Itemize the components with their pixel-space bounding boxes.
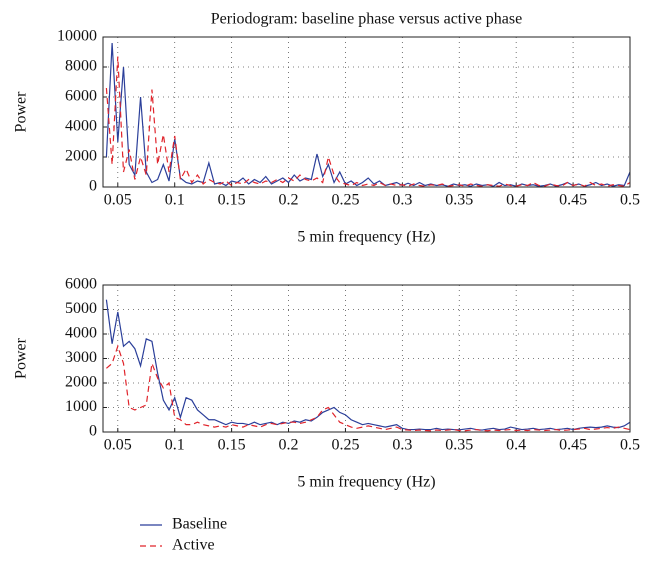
y-axis-label: Power xyxy=(13,91,30,133)
series-line xyxy=(105,299,631,431)
y-tick-label: 2000 xyxy=(65,148,97,165)
y-tick-label: 6000 xyxy=(65,276,97,293)
x-tick-label: 0.15 xyxy=(218,437,246,454)
x-tick-label: 0.35 xyxy=(445,437,473,454)
chart-title: Periodogram: baseline phase versus activ… xyxy=(211,11,522,28)
y-tick-label: 4000 xyxy=(65,118,97,135)
y-tick-label: 3000 xyxy=(65,349,97,366)
x-tick-label: 0.25 xyxy=(331,437,359,454)
x-tick-label: 0.35 xyxy=(445,192,473,209)
x-tick-label: 0.45 xyxy=(559,437,587,454)
x-tick-label: 0.05 xyxy=(104,192,132,209)
x-tick-label: 0.25 xyxy=(331,192,359,209)
y-tick-label: 2000 xyxy=(65,374,97,391)
x-tick-label: 0.2 xyxy=(279,192,299,209)
legend-label: Baseline xyxy=(172,516,227,533)
series-line xyxy=(105,56,631,187)
x-tick-label: 0.1 xyxy=(165,192,185,209)
y-tick-label: 10000 xyxy=(57,28,97,45)
y-axis-label: Power xyxy=(13,337,30,379)
y-tick-label: 4000 xyxy=(65,325,97,342)
x-tick-label: 0.3 xyxy=(392,192,412,209)
x-tick-label: 0.3 xyxy=(392,437,412,454)
y-tick-label: 0 xyxy=(89,178,97,195)
x-tick-label: 0.45 xyxy=(559,192,587,209)
plot-frame xyxy=(102,284,631,433)
x-tick-label: 0.4 xyxy=(506,192,526,209)
x-tick-label: 0.4 xyxy=(506,437,526,454)
x-tick-label: 0.05 xyxy=(104,437,132,454)
y-tick-label: 6000 xyxy=(65,88,97,105)
x-tick-label: 0.15 xyxy=(218,192,246,209)
x-tick-label: 0.1 xyxy=(165,437,185,454)
series-line xyxy=(106,344,631,432)
y-tick-label: 0 xyxy=(89,423,97,440)
y-tick-label: 8000 xyxy=(65,58,97,75)
series-line xyxy=(105,42,631,187)
x-tick-label: 0.2 xyxy=(279,437,299,454)
x-tick-label: 0.5 xyxy=(620,192,640,209)
x-tick-label: 0.5 xyxy=(620,437,640,454)
x-axis-label: 5 min frequency (Hz) xyxy=(297,229,435,246)
x-axis-label: 5 min frequency (Hz) xyxy=(297,474,435,491)
y-tick-label: 5000 xyxy=(65,300,97,317)
plot-frame xyxy=(102,36,631,188)
legend-label: Active xyxy=(172,537,215,554)
y-tick-label: 1000 xyxy=(65,398,97,415)
